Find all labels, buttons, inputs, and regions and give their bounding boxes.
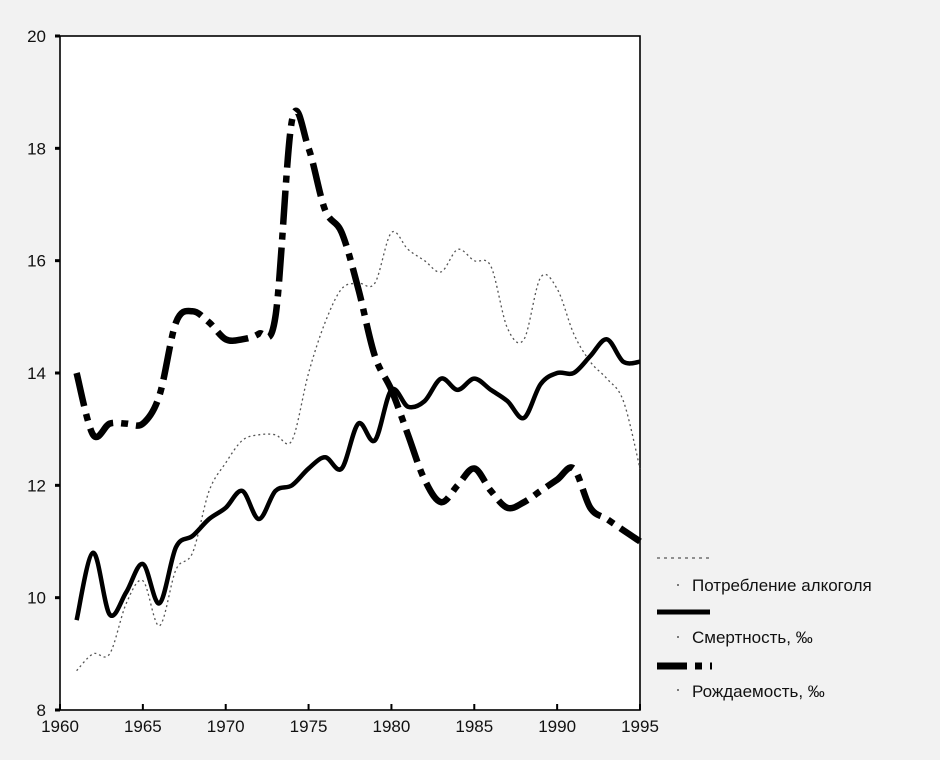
legend-label-birthrate: Рождаемость, ‰ — [692, 682, 825, 701]
x-axis-ticks: 1960 1965 1970 1975 1980 1985 1990 1995 — [41, 704, 659, 736]
series-lines — [73, 107, 642, 672]
x-tick-label: 1990 — [538, 717, 576, 736]
legend-dot-birthrate — [677, 689, 679, 691]
series-line-birthrate — [73, 107, 642, 545]
x-tick-label: 1980 — [373, 717, 411, 736]
x-tick-label: 1995 — [621, 717, 659, 736]
x-tick-label: 1970 — [207, 717, 245, 736]
x-tick-label: 1985 — [455, 717, 493, 736]
legend-dot-mortality — [677, 636, 679, 638]
legend-label-alcohol: Потребление алкоголя — [692, 576, 872, 595]
series-line-mortality — [74, 337, 641, 621]
y-tick-label: 16 — [27, 252, 46, 271]
legend: Потребление алкоголя Смертность, ‰ Рожда… — [657, 557, 872, 701]
y-tick-label: 8 — [37, 701, 46, 720]
x-tick-label: 1975 — [290, 717, 328, 736]
legend-item-alcohol: Потребление алкоголя — [657, 557, 872, 595]
legend-label-mortality: Смертность, ‰ — [692, 628, 813, 647]
y-tick-label: 14 — [27, 364, 46, 383]
x-tick-label: 1960 — [41, 717, 79, 736]
legend-item-birthrate: Рождаемость, ‰ — [657, 662, 825, 701]
legend-dot-alcohol — [677, 584, 679, 586]
legend-item-mortality: Смертность, ‰ — [657, 609, 813, 647]
x-tick-label: 1965 — [124, 717, 162, 736]
y-tick-label: 18 — [27, 139, 46, 158]
y-axis-ticks: 8 10 12 14 16 18 20 — [27, 27, 60, 720]
y-tick-label: 12 — [27, 476, 46, 495]
y-tick-label: 10 — [27, 589, 46, 608]
y-tick-label: 20 — [27, 27, 46, 46]
